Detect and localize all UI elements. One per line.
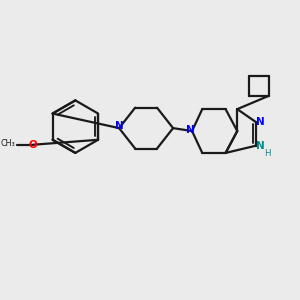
Text: H: H (264, 149, 271, 158)
Text: CH₃: CH₃ (1, 139, 16, 148)
Text: N: N (186, 124, 195, 135)
Text: N: N (256, 141, 265, 151)
Text: O: O (29, 140, 38, 150)
Text: N: N (115, 121, 124, 131)
Text: N: N (256, 117, 265, 127)
